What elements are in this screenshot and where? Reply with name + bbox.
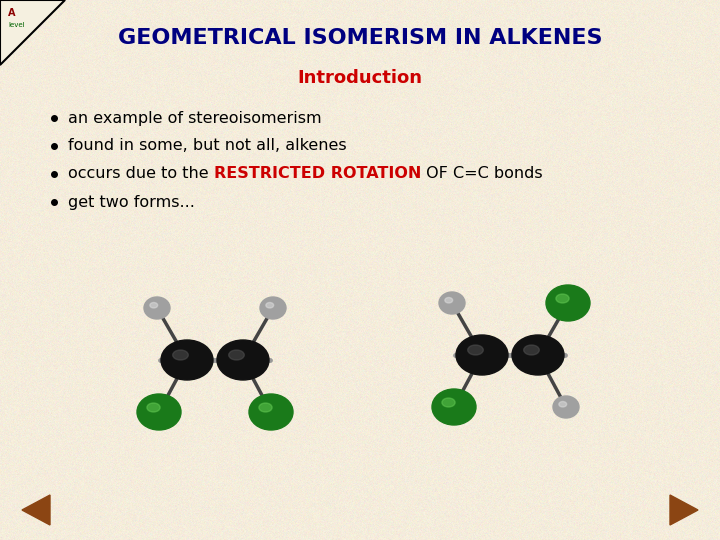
Ellipse shape	[442, 398, 455, 407]
Text: Introduction: Introduction	[297, 69, 423, 87]
Text: level: level	[8, 22, 24, 28]
Polygon shape	[0, 0, 65, 65]
Ellipse shape	[553, 396, 579, 418]
Ellipse shape	[523, 345, 539, 355]
Polygon shape	[22, 495, 50, 525]
Ellipse shape	[456, 335, 508, 375]
Ellipse shape	[161, 340, 213, 380]
Text: RESTRICTED ROTATION: RESTRICTED ROTATION	[214, 166, 421, 181]
Ellipse shape	[266, 302, 274, 308]
Ellipse shape	[259, 403, 272, 412]
Text: occurs due to the: occurs due to the	[68, 166, 214, 181]
Ellipse shape	[147, 403, 160, 412]
Ellipse shape	[173, 350, 189, 360]
Ellipse shape	[229, 350, 244, 360]
Ellipse shape	[439, 292, 465, 314]
Ellipse shape	[432, 389, 476, 425]
Text: found in some, but not all, alkenes: found in some, but not all, alkenes	[68, 138, 346, 153]
Ellipse shape	[144, 297, 170, 319]
Ellipse shape	[559, 402, 567, 407]
Text: an example of stereoisomerism: an example of stereoisomerism	[68, 111, 322, 125]
Ellipse shape	[445, 298, 453, 303]
Text: get two forms...: get two forms...	[68, 194, 195, 210]
Ellipse shape	[150, 302, 158, 308]
Ellipse shape	[260, 297, 286, 319]
Text: A: A	[8, 8, 16, 18]
Ellipse shape	[249, 394, 293, 430]
Text: GEOMETRICAL ISOMERISM IN ALKENES: GEOMETRICAL ISOMERISM IN ALKENES	[118, 28, 602, 48]
Ellipse shape	[137, 394, 181, 430]
Ellipse shape	[512, 335, 564, 375]
Polygon shape	[670, 495, 698, 525]
Ellipse shape	[556, 294, 569, 303]
Ellipse shape	[468, 345, 483, 355]
Ellipse shape	[546, 285, 590, 321]
Ellipse shape	[217, 340, 269, 380]
Text: OF C=C bonds: OF C=C bonds	[421, 166, 543, 181]
